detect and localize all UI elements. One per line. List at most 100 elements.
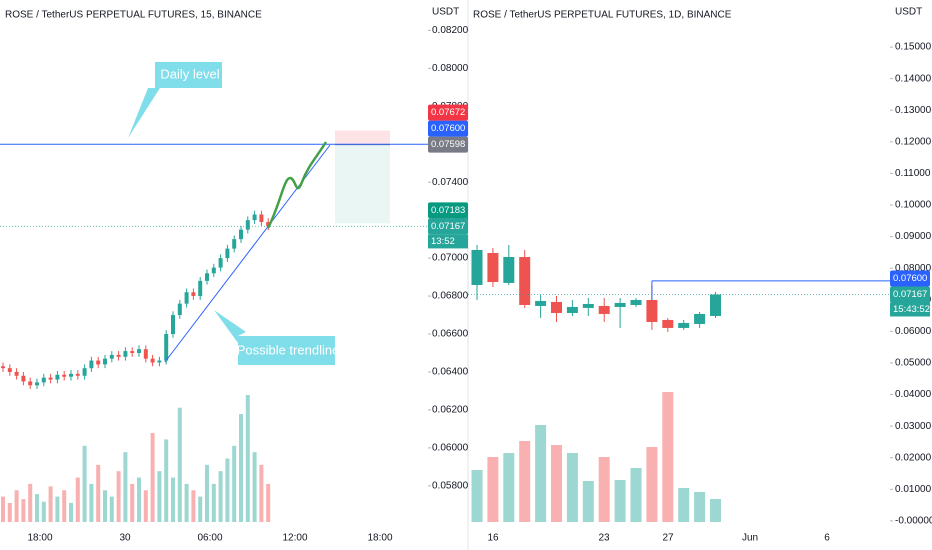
x-tick-label: 06:00 [197,533,222,544]
price-tag-label: 0.07672 [431,107,465,118]
volume-bar [551,445,562,522]
volume-bar [130,483,135,522]
y-tick-label: 0.06400 [432,367,469,378]
volume-bar [137,477,141,522]
volume-bar [662,392,674,522]
axis-unit: USDT [895,7,922,18]
chart-title: ROSE / TetherUS PERPETUAL FUTURES, 1D, B… [473,10,732,21]
y-tick-label: -0.00000 [895,516,932,527]
candle-body [710,294,721,316]
candle-body [266,222,271,227]
y-tick-label: 0.06600 [432,329,469,340]
y-tick-label: 0.02000 [895,452,932,463]
candle-body [143,349,148,359]
volume-bar [184,483,189,522]
candle-body [137,349,141,353]
volume-bar [566,453,578,522]
volume-bar [487,457,499,522]
volume-bar [35,494,39,522]
y-tick-label: 0.05800 [432,480,469,491]
candle-body [598,305,610,314]
price-tag [890,270,930,287]
countdown-label: 13:52 [431,236,455,247]
volume-bar [28,483,33,522]
countdown-tag [428,234,468,249]
volume-bar [503,453,515,522]
volume-bar [171,477,175,522]
y-tick-label: 0.11000 [895,168,931,179]
candle-body [7,368,12,372]
candle-body [211,267,216,274]
volume-bar [103,490,107,522]
volume-bar [157,471,162,522]
volume-bar [96,464,101,522]
candle-body [678,322,690,328]
y-tick-label: 0.06200 [432,405,469,416]
candle-body [109,354,114,359]
candle-body [225,248,230,259]
candle-body [535,300,547,306]
candle-body [252,214,257,221]
volume-bar [205,464,209,522]
volume-bar [7,502,12,522]
candle-body [519,257,531,305]
countdown-label: 15:43:52 [893,304,930,315]
candle-body [630,299,642,305]
volume-bar [191,490,196,522]
volume-bar [646,447,658,522]
volume-bar [41,501,46,522]
price-tag-label: 0.07183 [431,205,465,216]
chart-title: ROSE / TetherUS PERPETUAL FUTURES, 15, B… [5,10,262,21]
candle-body [75,373,80,376]
countdown-tag [890,302,930,317]
candle-body [35,382,39,386]
price-tag-label: 0.07167 [893,289,927,300]
candle-body [662,319,674,328]
volume-bar [232,445,237,522]
candle-body [69,373,73,377]
x-tick-label: 18:00 [27,533,52,544]
price-tag [428,104,468,121]
x-tick-label: 23 [598,533,610,544]
annotation: Daily level [160,66,219,81]
volume-bar [225,458,230,522]
price-tag-label: 0.07600 [431,123,465,134]
callout-bubble [128,62,222,138]
x-tick-label: 18:00 [367,533,392,544]
candle-body [503,257,515,283]
candle-body [28,381,33,386]
volume-bar [82,445,87,522]
position-target-zone [335,144,390,224]
volume-bar [598,457,610,522]
y-tick-label: 0.06000 [432,443,469,454]
candle-body [130,351,135,353]
volume-bar [471,470,483,522]
candle-body [48,377,53,380]
y-tick-label: 0.03000 [895,421,932,432]
y-tick-label: 0.06800 [432,291,469,302]
candle-body [218,258,223,268]
volume-bar [55,496,60,522]
y-tick-label: 0.07000 [432,253,469,264]
y-tick-label: 0.14000 [895,73,932,84]
candle-body [205,273,209,281]
volume-bar [177,407,182,522]
y-tick-label: 0.10000 [895,200,932,211]
candle-body [123,351,128,357]
candle-body [239,229,243,240]
price-tag-label: 0.07167 [431,221,465,232]
candle-body [157,360,162,363]
volume-bar [259,464,264,522]
candle-body [614,302,626,307]
volume-bar [62,490,67,522]
annotation: Possible trendline [237,342,340,357]
price-tag [428,136,468,153]
y-tick-label: 0.08200 [432,25,469,36]
candle-body [177,303,182,316]
candle-body [103,358,107,365]
volume-bar [109,496,114,522]
volume-bar [164,439,169,522]
volume-bar [519,441,531,522]
y-tick-label: 0.06000 [895,326,932,337]
candle-body [184,292,189,304]
